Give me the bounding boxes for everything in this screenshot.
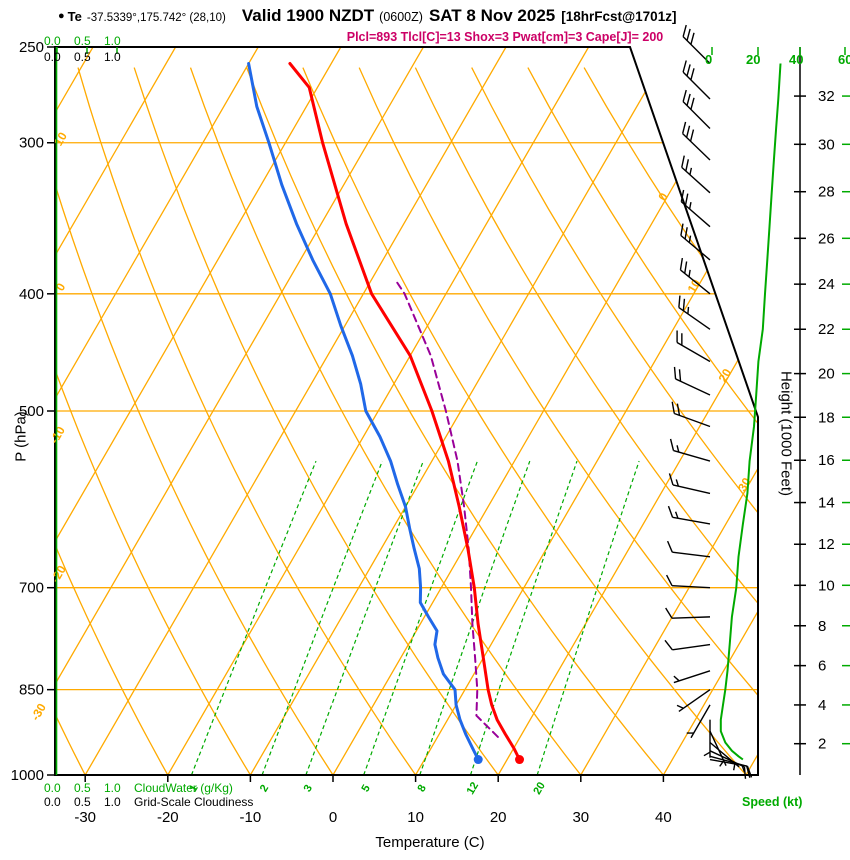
forecast-tag: [18hrFcst@1701z] (561, 9, 677, 24)
svg-text:700: 700 (19, 580, 44, 597)
mixing-ratio-lines (190, 460, 640, 775)
svg-text:2: 2 (258, 783, 271, 794)
speed-tick-60: 60 (838, 52, 850, 67)
svg-text:30: 30 (818, 136, 835, 153)
svg-text:20: 20 (531, 780, 548, 797)
cl-tick: 1.0 (104, 50, 121, 64)
wind-speed-curve (719, 63, 782, 761)
sounding-parameters: Plcl=893 Tlcl[C]=13 Shox=3 Pwat[cm]=3 Ca… (346, 30, 664, 44)
svg-text:-30: -30 (28, 701, 49, 723)
station-name: Te (67, 9, 82, 24)
svg-text:20: 20 (716, 366, 735, 385)
cloudwater-axis-label: CloudWater (g/Kg) (134, 781, 233, 795)
svg-text:14: 14 (818, 495, 835, 512)
svg-text:12: 12 (465, 780, 482, 797)
title-line: ● Te -37.5339°,175.742° (28,10) Valid 1900 … (58, 6, 676, 26)
surface-dewpoint-dot (473, 755, 483, 765)
cloudiness-scale-bottom: 0.0 0.5 1.0 Grid-Scale Cloudiness (44, 795, 253, 809)
valid-utc: (0600Z) (379, 10, 423, 24)
svg-text:-20: -20 (48, 563, 69, 585)
svg-text:30: 30 (735, 475, 754, 494)
speed-tick-0: 0 (705, 52, 713, 67)
svg-text:0: 0 (655, 190, 671, 203)
cw-tick: 0.5 (74, 781, 91, 795)
cl-tick: 1.0 (104, 795, 121, 809)
temperature-axis-title: Temperature (C) (375, 834, 485, 851)
svg-text:40: 40 (655, 809, 672, 826)
svg-text:-30: -30 (74, 809, 96, 826)
svg-text:2: 2 (818, 736, 826, 753)
cl-tick: 0.5 (74, 50, 91, 64)
svg-text:-20: -20 (157, 809, 179, 826)
wind-barbs (664, 24, 753, 779)
cloudwater-scale-bottom: 0.0 0.5 1.0 CloudWater (g/Kg) (44, 781, 233, 795)
svg-text:8: 8 (818, 618, 826, 635)
cloudiness-scale-top: 0.0 0.5 1.0 (44, 50, 134, 64)
svg-text:5: 5 (359, 783, 372, 794)
svg-text:20: 20 (818, 366, 835, 383)
svg-text:0: 0 (329, 809, 337, 826)
svg-text:32: 32 (818, 88, 835, 105)
skewt-grid (55, 47, 758, 775)
svg-text:8: 8 (415, 783, 428, 794)
speed-tick-40: 40 (789, 52, 804, 67)
cl-tick: 0.0 (44, 795, 61, 809)
speed-tick-20: 20 (746, 52, 761, 67)
temperature-curve (288, 62, 521, 761)
svg-text:28: 28 (818, 184, 835, 201)
svg-text:16: 16 (818, 452, 835, 469)
cl-tick: 0.5 (74, 795, 91, 809)
svg-text:3: 3 (302, 783, 315, 794)
svg-text:20: 20 (490, 809, 507, 826)
height-axis-title: Height (1000 Feet) (777, 370, 795, 497)
svg-text:250: 250 (19, 39, 44, 56)
svg-text:300: 300 (19, 135, 44, 152)
cw-tick: 1.0 (104, 34, 121, 48)
svg-text:500: 500 (19, 403, 44, 420)
station-coords: -37.5339°,175.742° (28,10) (86, 12, 226, 24)
svg-text:30: 30 (572, 809, 589, 826)
speed-axis-title: Speed (kt) (742, 795, 803, 809)
svg-text:1: 1 (187, 783, 200, 794)
svg-text:-10: -10 (240, 809, 262, 826)
svg-text:400: 400 (19, 286, 44, 303)
svg-text:12: 12 (818, 536, 835, 553)
valid-date: SAT 8 Nov 2025 (428, 6, 556, 25)
svg-text:18: 18 (818, 409, 835, 426)
valid-time: Valid 1900 NZDT (241, 6, 375, 25)
cloudwater-scale-top: 0.0 0.5 1.0 (44, 34, 134, 48)
svg-text:10: 10 (685, 277, 704, 296)
cw-tick: 0.0 (44, 781, 61, 795)
svg-text:850: 850 (19, 682, 44, 699)
pressure-axis-title: P (hPa) (12, 411, 30, 462)
svg-text:10: 10 (818, 577, 835, 594)
dewpoint-curve (247, 62, 480, 761)
svg-text:4: 4 (818, 697, 826, 714)
cw-tick: 1.0 (104, 781, 121, 795)
svg-text:1000: 1000 (11, 767, 44, 784)
cloudiness-axis-label: Grid-Scale Cloudiness (134, 795, 254, 809)
parcel-curve (394, 279, 499, 738)
cw-tick: 0.0 (44, 34, 61, 48)
station-marker-icon: ● (58, 10, 65, 22)
surface-temp-dot (515, 755, 525, 765)
svg-text:22: 22 (818, 321, 835, 338)
svg-text:10: 10 (51, 129, 70, 148)
svg-text:10: 10 (407, 809, 424, 826)
svg-text:6: 6 (818, 658, 826, 675)
svg-text:26: 26 (818, 230, 835, 247)
svg-text:24: 24 (818, 276, 835, 293)
cw-tick: 0.5 (74, 34, 91, 48)
plot-frame (54, 46, 759, 776)
svg-text:-10: -10 (47, 424, 68, 446)
cl-tick: 0.0 (44, 50, 61, 64)
